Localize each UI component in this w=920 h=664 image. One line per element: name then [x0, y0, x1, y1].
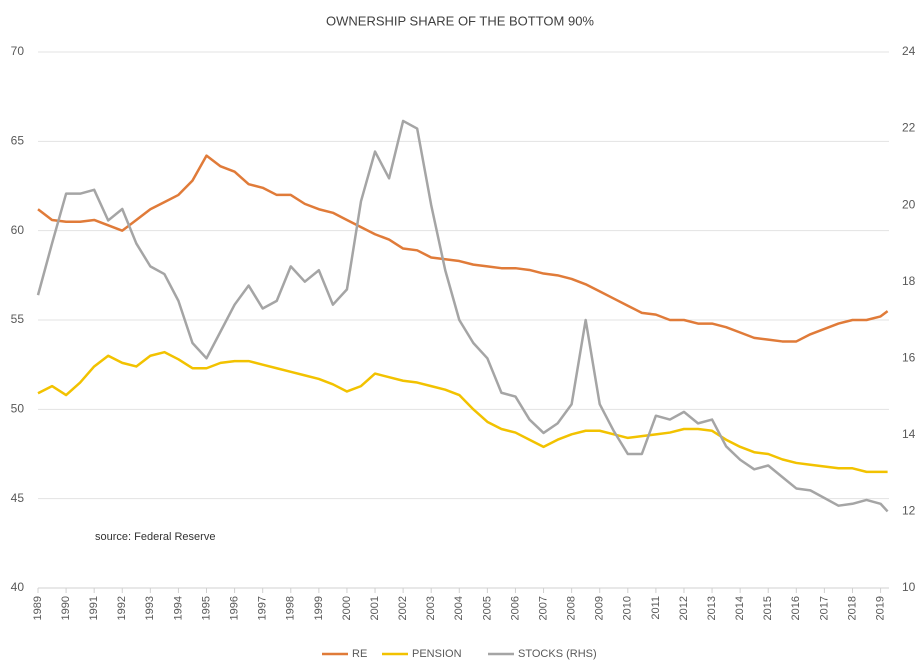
legend-label: STOCKS (RHS): [518, 648, 597, 660]
x-tick-label: 1990: [60, 596, 72, 620]
x-tick-label: 2011: [650, 596, 662, 620]
y-tick-label: 55: [11, 312, 25, 326]
x-tick-label: 1997: [257, 596, 269, 620]
x-tick-label: 2012: [678, 596, 690, 620]
y-tick-label: 45: [11, 491, 25, 505]
x-tick-label: 2013: [706, 596, 718, 620]
x-tick-label: 2009: [594, 596, 606, 620]
x-tick-label: 1999: [313, 596, 325, 620]
x-tick-label: 2018: [846, 596, 858, 620]
x-tick-label: 1996: [229, 596, 241, 620]
y-tick-label: 70: [11, 44, 25, 58]
y2-tick-label: 24: [902, 44, 916, 58]
y2-tick-label: 12: [902, 504, 916, 518]
chart-title: OWNERSHIP SHARE OF THE BOTTOM 90%: [326, 13, 594, 28]
x-tick-label: 2015: [762, 596, 774, 620]
x-tick-label: 1994: [172, 596, 184, 620]
annotation: source: Federal Reserve: [95, 531, 215, 543]
x-tick-label: 2007: [537, 596, 549, 620]
x-tick-label: 2019: [874, 596, 886, 620]
series-line: [37, 154, 889, 343]
x-tick-label: 1995: [200, 596, 212, 620]
x-tick-label: 2000: [341, 596, 353, 620]
x-tick-label: 2005: [481, 596, 493, 620]
y-tick-label: 60: [11, 223, 25, 237]
x-tick-label: 1989: [32, 596, 44, 620]
x-tick-label: 2006: [509, 596, 521, 620]
x-tick-label: 1998: [285, 596, 297, 620]
y2-tick-label: 20: [902, 197, 916, 211]
x-tick-label: 1993: [144, 596, 156, 620]
x-tick-label: 2016: [790, 596, 802, 620]
x-tick-label: 2003: [425, 596, 437, 620]
series-line: [36, 119, 889, 513]
x-tick-label: 1991: [88, 596, 100, 620]
x-tick-label: 2004: [453, 596, 465, 620]
x-tick-label: 2001: [369, 596, 381, 620]
legend-label: PENSION: [412, 648, 462, 660]
x-tick-label: 2008: [566, 596, 578, 620]
x-tick-label: 2002: [397, 596, 409, 620]
y2-tick-label: 10: [902, 580, 916, 594]
y-tick-label: 50: [11, 402, 25, 416]
y-tick-label: 40: [11, 580, 25, 594]
legend-label: RE: [352, 648, 367, 660]
x-tick-label: 1992: [116, 596, 128, 620]
series-line: [37, 350, 888, 474]
y2-tick-label: 18: [902, 274, 916, 288]
x-tick-label: 2017: [818, 596, 830, 620]
y2-tick-label: 16: [902, 350, 916, 364]
y-tick-label: 65: [11, 134, 25, 148]
x-tick-label: 2010: [622, 596, 634, 620]
x-tick-label: 2014: [734, 596, 746, 620]
y2-tick-label: 14: [902, 427, 916, 441]
y2-tick-label: 22: [902, 121, 916, 135]
